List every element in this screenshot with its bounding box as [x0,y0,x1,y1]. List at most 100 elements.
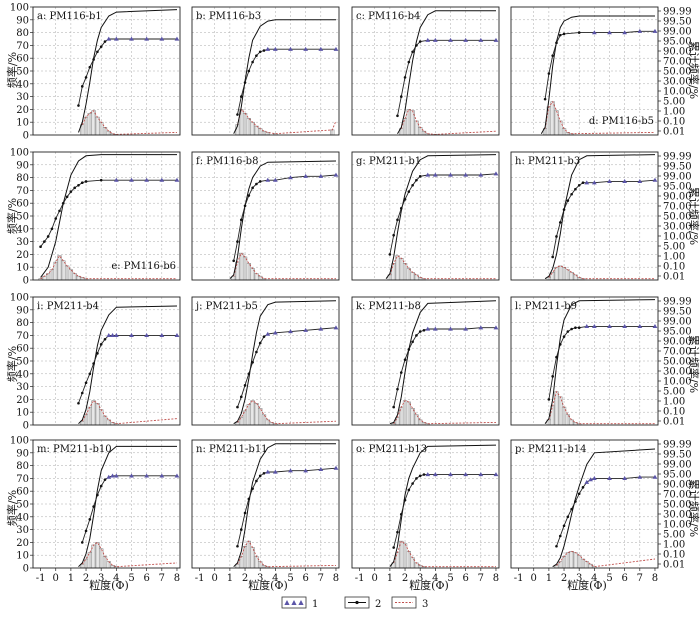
right-y-tick-label: 99.50 [663,450,692,461]
frequency-bar [402,400,408,426]
frequency-bar [53,261,58,281]
probability-point [80,391,84,395]
y-tick-label: 80 [16,461,29,472]
probability-point [65,195,69,199]
probability-point [418,175,422,178]
frequency-bar [418,127,423,136]
probability-point [99,178,103,182]
frequency-bar [414,120,419,136]
frequency-bar [561,128,567,136]
probability-point [99,343,103,346]
probability-point [547,72,551,75]
probability-triangle [174,177,180,182]
probability-triangle [607,324,612,329]
probability-point [562,32,566,36]
legend-label-2: 2 [375,599,381,610]
frequency-bar [561,556,567,569]
probability-triangle [652,324,658,329]
y-tick-label: 100 [10,436,29,447]
probability-triangle [448,472,453,477]
probability-point [577,326,581,330]
probability-point [96,493,99,497]
probability-point [232,259,235,263]
panel-label: f: PM116-b8 [196,156,258,167]
probability-point [258,341,262,345]
y-tick-label: 50 [16,500,29,511]
x-tick-label: 8 [333,573,339,584]
frequency-bar [99,409,104,426]
probability-point [555,41,558,45]
frequency-bar [254,556,259,569]
probability-point [251,360,254,364]
probability-point [258,474,262,478]
probability-point [396,387,399,391]
probability-point [77,104,80,107]
x-tick-label: 7 [478,573,484,584]
probability-point [258,50,262,54]
x-tick-label: 2 [242,573,248,584]
x-tick-label: 4 [432,573,438,584]
frequency-bar [406,109,411,136]
y-tick-label: 80 [16,28,29,39]
probability-point [577,492,581,496]
x-tick-label: 6 [462,573,468,584]
panel-l: l: PM211-b9 99.9999.5099.0095.0090.0070.0… [510,297,692,428]
panel-label: b: PM116-b3 [196,11,261,22]
probability-point [92,505,95,508]
panel-n: n: PM211-b11 -1 0 1 2 3 4 5 6 7 8 [191,439,340,584]
frequency-bar [402,543,408,569]
right-y-tick-label: 0.01 [663,127,685,138]
probability-triangle [159,333,165,337]
frequency-line [393,540,496,568]
frequency-bar [550,101,555,136]
probability-point [399,95,403,98]
cumulative-line [78,305,178,425]
probability-point [77,183,80,187]
frequency-line [548,265,655,280]
probability-line [237,48,336,115]
panel-k: k: PM211-b8 [351,296,500,426]
right-y-tick-label: 70.00 [663,347,692,358]
x-tick-label: 2 [83,573,89,584]
y-tick-label: 30 [16,92,29,103]
probability-triangle [318,173,324,178]
probability-point [247,497,251,501]
y-tick-label: 70 [16,41,29,52]
probability-point [251,60,254,64]
probability-point [255,182,258,186]
y-tick-label: 70 [16,186,29,197]
left-ylabel-row-1: 频率/% [5,52,19,88]
x-tick-label: 1 [546,573,552,584]
right-y-tick-label: 99.99 [663,7,692,18]
x-tick-label: 7 [637,573,643,584]
frequency-bar [330,129,335,136]
probability-point [415,178,418,182]
probability-point [407,190,411,193]
probability-triangle [106,36,112,41]
probability-point [392,233,395,237]
right-y-tick-label: 30.00 [663,510,692,521]
probability-point [88,65,92,69]
cumulative-line [544,299,656,424]
x-tick-label: 5 [606,573,612,584]
cumulative-line [78,445,177,568]
probability-point [562,335,566,338]
plot-frame [191,151,340,281]
x-tick-label: -1 [514,573,524,584]
probability-triangle [288,46,293,51]
probability-point [570,192,573,196]
frequency-bar [246,540,251,569]
right-y-tick-label: 95.00 [663,327,692,338]
panel-g: g: PM211-b1 [351,151,500,281]
frequency-line [40,254,177,280]
x-axis-labels: 粒度(Φ) 粒度(Φ) 粒度(Φ) 粒度(Φ) [89,578,607,592]
y-tick-label: 90 [16,160,29,171]
cumulative-line [40,154,177,278]
right-y-tick-label: 95.00 [663,182,692,193]
probability-triangle [584,180,590,185]
panel-f: f: PM116-b8 [191,151,340,281]
probability-point [243,384,247,387]
